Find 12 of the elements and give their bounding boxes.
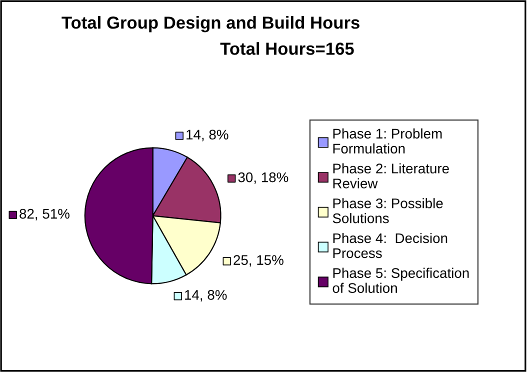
data-label: 14, 8% (185, 290, 227, 302)
legend-label: Phase 2: Literature Review (333, 163, 449, 188)
data-label: 14, 8% (186, 130, 228, 142)
data-label: 30, 18% (238, 172, 288, 184)
data-label: 25, 15% (234, 255, 284, 267)
legend-label: Phase 3: Possible Solutions (332, 198, 443, 224)
chart-title: Total Group Design and Build Hours (62, 16, 360, 32)
chart-subtitle: Total Hours=165 (220, 42, 354, 55)
data-label: 82, 51% (20, 208, 70, 220)
legend-label: Phase 4: Decision Process (333, 232, 448, 258)
legend-label: Phase 1: Problem Formulation (333, 128, 442, 154)
legend-label: Phase 5: Specification of Solution (332, 268, 469, 293)
